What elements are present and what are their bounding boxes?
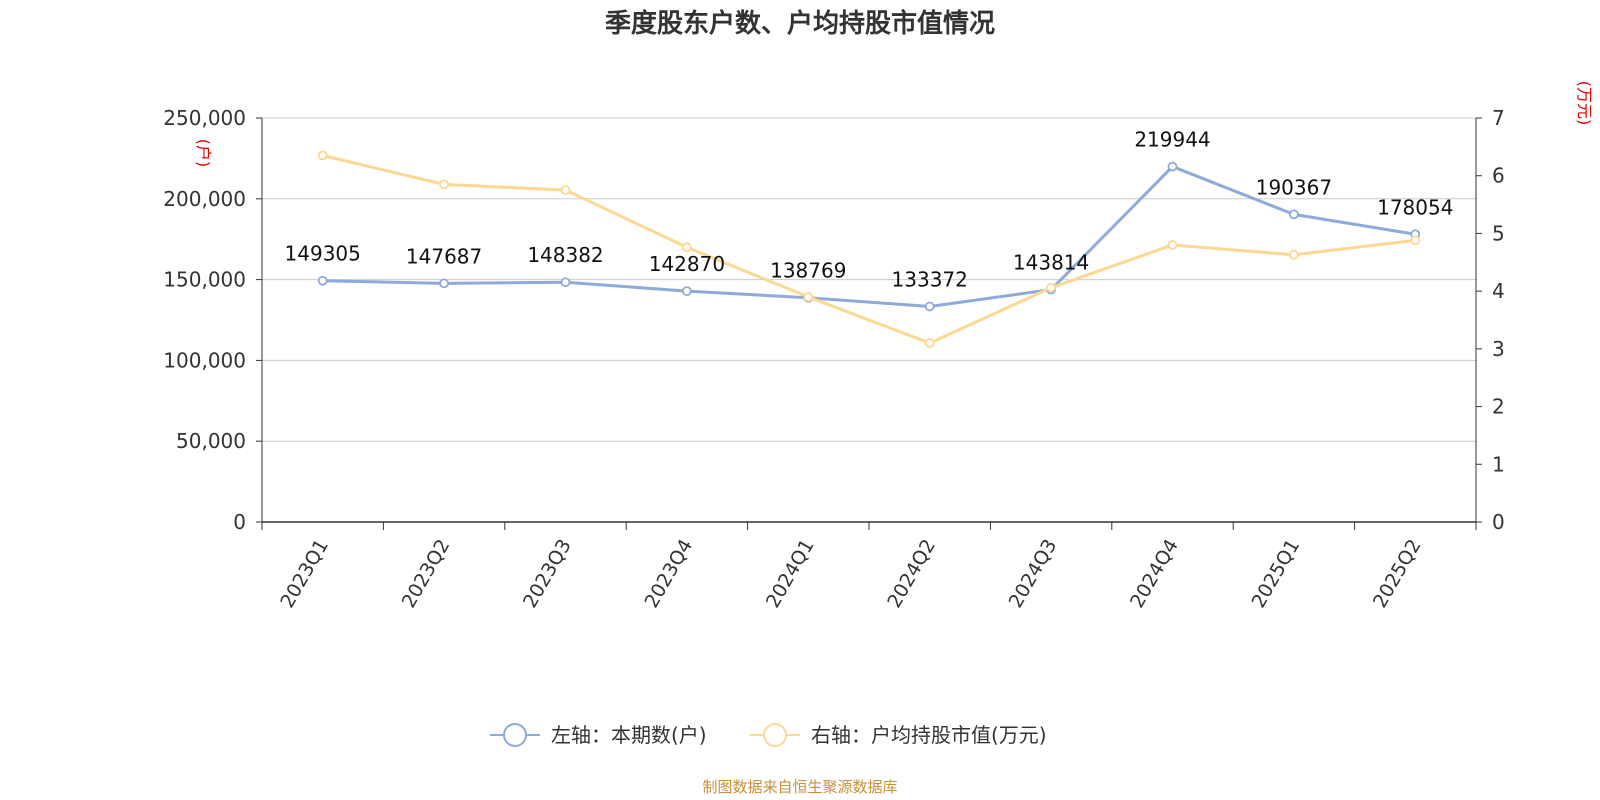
left-tick-label: 150,000 xyxy=(163,268,246,292)
x-tick-label: 2024Q2 xyxy=(883,536,940,612)
right-tick-label: 5 xyxy=(1492,221,1505,245)
data-label: 147687 xyxy=(406,244,482,268)
x-tick-label: 2024Q4 xyxy=(1126,536,1183,612)
data-label: 219944 xyxy=(1134,128,1210,152)
data-point xyxy=(439,278,450,289)
data-label: 148382 xyxy=(527,243,603,267)
x-tick-label: 2025Q1 xyxy=(1247,536,1304,612)
left-axis-unit: (户) xyxy=(194,139,213,168)
data-label: 143814 xyxy=(1013,251,1089,275)
right-tick-label: 2 xyxy=(1492,395,1505,419)
data-point xyxy=(317,150,328,161)
data-point xyxy=(439,179,450,190)
grid-lines xyxy=(262,117,1476,442)
right-tick-label: 0 xyxy=(1492,510,1505,534)
data-label: 178054 xyxy=(1377,195,1453,219)
data-label: 133372 xyxy=(892,267,968,291)
data-point xyxy=(1167,240,1178,250)
data-point xyxy=(803,292,814,302)
data-point xyxy=(1289,249,1299,260)
x-tick-label: 2024Q1 xyxy=(762,536,819,612)
legend-marker xyxy=(503,723,527,747)
chart-title: 季度股东户数、户均持股市值情况 xyxy=(605,8,995,39)
data-label: 138769 xyxy=(770,259,846,283)
left-tick-label: 200,000 xyxy=(163,187,246,211)
data-point xyxy=(560,185,571,196)
left-tick-label: 250,000 xyxy=(163,106,246,130)
data-point xyxy=(682,286,692,297)
data-label: 149305 xyxy=(285,242,361,266)
series-line xyxy=(322,165,1416,308)
right-tick-label: 6 xyxy=(1492,164,1505,188)
left-tick-label: 100,000 xyxy=(163,348,246,372)
data-point xyxy=(1289,209,1299,220)
right-tick-label: 1 xyxy=(1492,452,1505,476)
x-tick-label: 2023Q1 xyxy=(276,536,333,612)
x-tick-label: 2023Q3 xyxy=(519,536,576,612)
x-tick-label: 2023Q2 xyxy=(398,536,455,612)
data-point xyxy=(924,338,935,348)
x-tick-label: 2024Q3 xyxy=(1005,536,1062,612)
legend-marker xyxy=(763,723,787,747)
data-point xyxy=(1167,161,1178,172)
source-note: 制图数据来自恒生聚源数据库 xyxy=(702,778,897,796)
data-point xyxy=(317,275,328,286)
x-tick-label: 2025Q2 xyxy=(1369,536,1426,612)
x-tick-label: 2023Q4 xyxy=(640,536,697,612)
legend-label: 左轴：本期数(户) xyxy=(551,723,707,747)
series-line xyxy=(322,154,1416,345)
right-tick-label: 7 xyxy=(1492,106,1505,130)
right-tick-label: 3 xyxy=(1492,337,1505,361)
data-point xyxy=(924,301,935,312)
data-point xyxy=(560,277,571,288)
data-point xyxy=(1410,235,1421,246)
right-axis-unit: (万元) xyxy=(1575,81,1594,126)
right-tick-label: 4 xyxy=(1492,279,1505,303)
series-layer xyxy=(317,150,1421,348)
legend-label: 右轴：户均持股市值(万元) xyxy=(811,723,1047,747)
data-point xyxy=(682,242,692,253)
data-labels: 149305 147687 148382 142870 138769 133372 1438… xyxy=(285,128,1454,292)
data-point xyxy=(1046,282,1056,293)
data-label: 190367 xyxy=(1256,175,1332,199)
left-tick-label: 0 xyxy=(233,510,246,534)
legend[interactable]: 左轴：本期数(户) 右轴：户均持股市值(万元) xyxy=(490,723,1047,747)
data-label: 142870 xyxy=(649,252,725,276)
left-tick-label: 50,000 xyxy=(176,429,246,453)
